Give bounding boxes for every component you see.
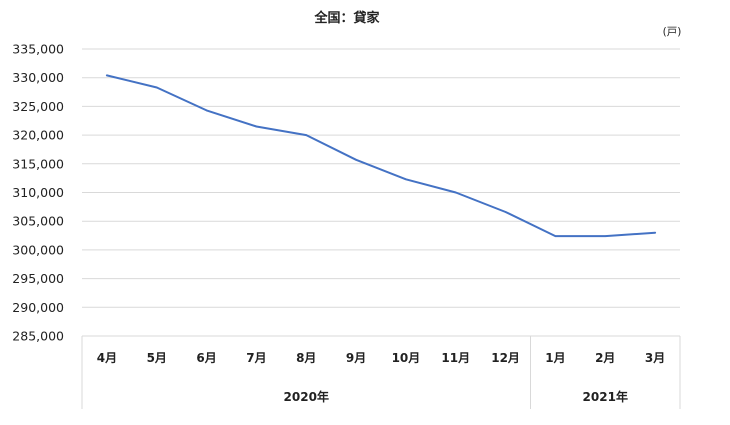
x-tick-label: 2月 — [595, 351, 615, 365]
y-axis-ticks: 285,000 290,000 295,000 300,000 305,000 310,0… — [12, 42, 64, 344]
x-tick-label: 5月 — [147, 351, 167, 365]
chart-title: 全国：貸家 — [313, 10, 380, 26]
data-point — [155, 86, 158, 89]
data-point — [255, 125, 258, 128]
x-tick-label: 10月 — [392, 351, 421, 365]
y-tick-label: 310,000 — [12, 185, 64, 200]
y-tick-label: 305,000 — [12, 214, 64, 229]
x-tick-label: 4月 — [97, 351, 117, 365]
y-tick-label: 320,000 — [12, 128, 64, 143]
data-point — [604, 235, 607, 237]
data-point — [654, 231, 656, 234]
data-point — [305, 134, 308, 136]
x-group-label: 2021年 — [583, 389, 628, 404]
x-axis: 4月 5月 6月 7月 8月 9月 10月 11月 12月 1月 2月 3月 2020年 2021年 — [81, 336, 681, 409]
y-tick-label: 330,000 — [12, 70, 64, 85]
x-group-label: 2020年 — [284, 389, 329, 404]
gridlines — [82, 48, 680, 337]
x-tick-label: 7月 — [246, 351, 266, 365]
y-tick-label: 335,000 — [12, 42, 64, 57]
x-tick-label: 8月 — [296, 351, 316, 365]
unit-label: (戸) — [663, 26, 682, 38]
data-point — [504, 211, 507, 213]
x-tick-label: 3月 — [645, 351, 665, 365]
x-tick-label: 1月 — [545, 351, 565, 365]
x-tick-label: 11月 — [441, 351, 470, 365]
x-tick-label: 9月 — [346, 351, 366, 365]
y-tick-label: 290,000 — [12, 300, 64, 315]
series-line — [105, 74, 657, 238]
x-tick-label: 6月 — [196, 351, 216, 365]
data-point — [355, 158, 357, 161]
data-point — [405, 178, 407, 181]
data-point — [106, 74, 108, 77]
y-tick-label: 285,000 — [12, 329, 64, 344]
y-tick-label: 325,000 — [12, 99, 64, 114]
x-tick-label: 12月 — [491, 351, 520, 365]
y-tick-label: 300,000 — [12, 242, 64, 257]
y-tick-label: 295,000 — [12, 271, 64, 286]
y-tick-label: 315,000 — [12, 156, 64, 171]
data-point — [554, 235, 557, 237]
series-layer — [105, 74, 657, 238]
data-point — [205, 109, 208, 112]
data-point — [454, 191, 457, 194]
